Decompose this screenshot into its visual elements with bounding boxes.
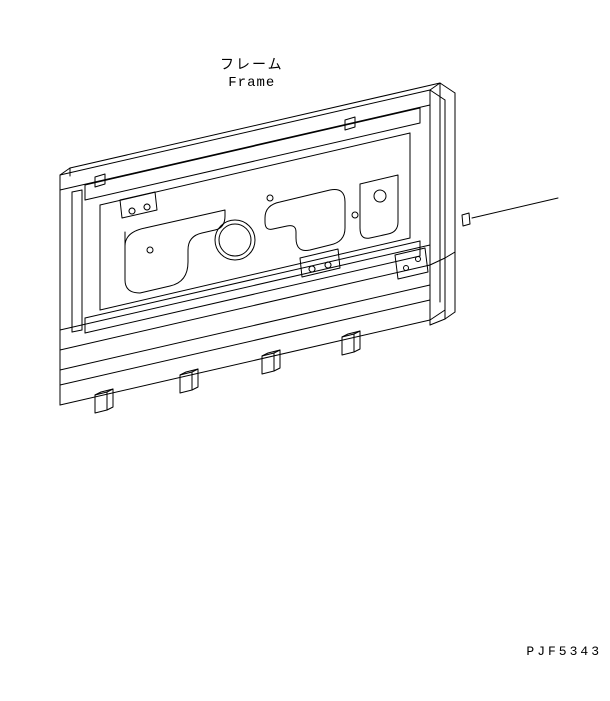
frame-drawing xyxy=(0,0,610,701)
